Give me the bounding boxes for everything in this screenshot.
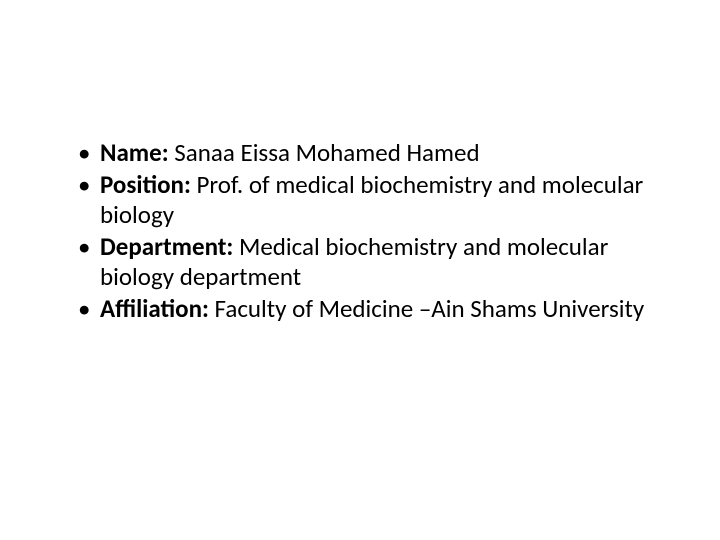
slide: Name: Sanaa Eissa Mohamed Hamed Position… [0,0,720,540]
field-label-affiliation: Affiliation: [100,293,209,324]
list-item: Name: Sanaa Eissa Mohamed Hamed [72,138,648,168]
field-value-affiliation: Faculty of Medicine –Ain Shams Universit… [209,293,644,324]
list-item: Affiliation: Faculty of Medicine –Ain Sh… [72,294,648,324]
field-label-position: Position: [100,169,191,200]
list-item: Position: Prof. of medical biochemistry … [72,170,648,230]
list-item: Department: Medical biochemistry and mol… [72,232,648,292]
bullet-list: Name: Sanaa Eissa Mohamed Hamed Position… [72,138,648,324]
field-label-department: Department: [100,231,233,262]
field-label-name: Name: [100,137,169,168]
field-value-name: Sanaa Eissa Mohamed Hamed [169,137,480,168]
